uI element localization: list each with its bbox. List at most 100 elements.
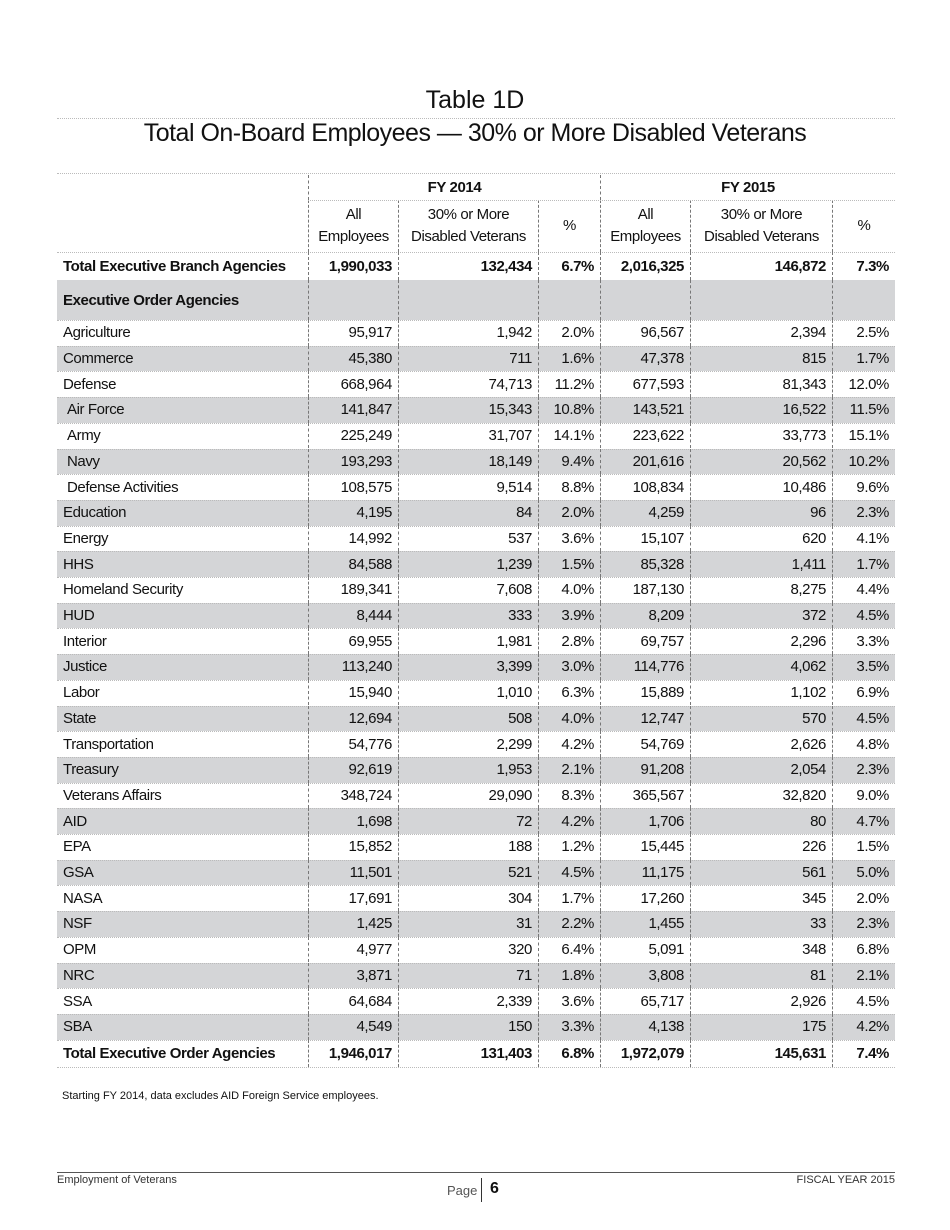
cell-value: 108,575 — [308, 474, 398, 500]
cell-value: 4.1% — [832, 525, 895, 552]
cell-value: 146,872 — [690, 252, 832, 280]
cell-value: 1,990,033 — [308, 252, 398, 280]
cell-value: 2.3% — [832, 499, 895, 526]
cell-value: 6.4% — [538, 936, 600, 963]
row-label: Commerce — [63, 350, 134, 368]
cell-value: 3.9% — [538, 602, 600, 629]
cell-value: 226 — [690, 834, 832, 860]
 — [57, 551, 895, 553]
cell-value: 3,871 — [308, 962, 398, 989]
cell-value: 4.7% — [832, 808, 895, 834]
cell-value: 4.2% — [538, 808, 600, 834]
 — [57, 320, 895, 321]
 — [538, 280, 539, 320]
cell-value: 815 — [690, 345, 832, 372]
cell-value: 4,195 — [308, 499, 398, 526]
 — [57, 628, 895, 630]
footnote: Starting FY 2014, data excludes AID Fore… — [62, 1090, 379, 1102]
row-label: Labor — [63, 684, 100, 702]
cell-value: 187,130 — [600, 577, 690, 603]
row-label: Treasury — [63, 761, 119, 779]
cell-value: 69,955 — [308, 628, 398, 655]
 — [57, 1039, 895, 1041]
cell-value: 15,445 — [600, 834, 690, 860]
cell-value: 2.8% — [538, 628, 600, 655]
row-label: Navy — [67, 452, 100, 470]
row-label: Total Executive Branch Agencies — [63, 257, 286, 275]
row-label: Energy — [63, 529, 109, 547]
cell-value: 1,425 — [308, 911, 398, 937]
 — [57, 782, 895, 784]
cell-value: 4.5% — [832, 602, 895, 629]
cell-value: 4.0% — [538, 705, 600, 732]
cell-value: 2.2% — [538, 911, 600, 937]
cell-value: 5.0% — [832, 859, 895, 886]
 — [57, 988, 895, 990]
 — [398, 280, 399, 320]
row-label: NSF — [63, 915, 92, 933]
 — [57, 936, 895, 938]
cell-value: 2.0% — [832, 885, 895, 912]
 — [57, 577, 895, 578]
cell-value: 1.7% — [832, 551, 895, 577]
row-shade — [57, 345, 895, 372]
 — [57, 679, 895, 681]
cell-value: 2.1% — [832, 962, 895, 989]
cell-value: 320 — [398, 936, 538, 963]
 — [308, 280, 309, 320]
cell-value: 14,992 — [308, 525, 398, 552]
row-label: Homeland Security — [63, 581, 183, 599]
cell-value: 108,834 — [600, 474, 690, 500]
 — [57, 448, 895, 450]
row-shade — [57, 551, 895, 577]
cell-value: 65,717 — [600, 988, 690, 1014]
cell-value: 4.2% — [832, 1013, 895, 1040]
row-label: EPA — [63, 838, 91, 856]
row-label: Agriculture — [63, 324, 131, 342]
 — [57, 422, 895, 424]
row-shade — [57, 962, 895, 989]
 — [57, 1013, 895, 1015]
cell-value: 47,378 — [600, 345, 690, 372]
row-label: SBA — [63, 1018, 92, 1036]
cell-value: 6.8% — [832, 936, 895, 963]
cell-value: 150 — [398, 1013, 538, 1040]
row-shade — [57, 602, 895, 629]
cell-value: 189,341 — [308, 577, 398, 603]
cell-value: 7.4% — [832, 1039, 895, 1067]
row-shade — [57, 756, 895, 783]
cell-value: 7,608 — [398, 577, 538, 603]
cell-value: 372 — [690, 602, 832, 629]
row-label: HUD — [63, 607, 95, 625]
 — [57, 962, 895, 964]
cell-value: 64,684 — [308, 988, 398, 1014]
cell-value: 1,972,079 — [600, 1039, 690, 1067]
cell-value: 1,981 — [398, 628, 538, 655]
cell-value: 11,175 — [600, 859, 690, 886]
cell-value: 1,946,017 — [308, 1039, 398, 1067]
 — [57, 397, 895, 399]
cell-value: 1.5% — [832, 834, 895, 860]
 — [57, 252, 895, 253]
cell-value: 225,249 — [308, 422, 398, 449]
cell-value: 2,016,325 — [600, 252, 690, 280]
 — [57, 731, 895, 733]
cell-value: 96 — [690, 499, 832, 526]
cell-value: 9.6% — [832, 474, 895, 500]
cell-value: 2.1% — [538, 756, 600, 783]
row-label: Defense Activities — [67, 478, 179, 496]
cell-value: 95,917 — [308, 320, 398, 346]
cell-value: 9.0% — [832, 782, 895, 809]
cell-value: 304 — [398, 885, 538, 912]
row-shade — [57, 705, 895, 732]
cell-value: 8.8% — [538, 474, 600, 500]
cell-value: 1.5% — [538, 551, 600, 577]
cell-value: 17,691 — [308, 885, 398, 912]
cell-value: 143,521 — [600, 397, 690, 423]
cell-value: 114,776 — [600, 654, 690, 680]
 — [57, 602, 895, 604]
row-label: Army — [67, 427, 101, 445]
row-label: Defense — [63, 375, 117, 393]
cell-value: 4,259 — [600, 499, 690, 526]
cell-value: 1.2% — [538, 834, 600, 860]
